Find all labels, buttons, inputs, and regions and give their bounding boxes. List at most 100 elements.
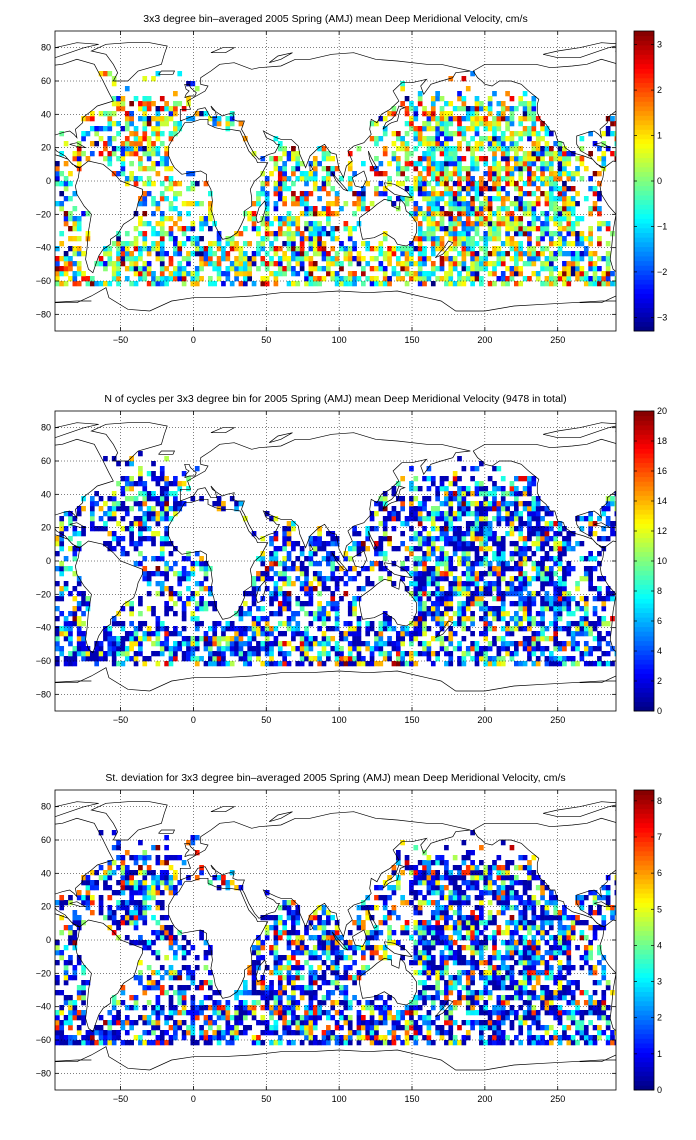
bin-cell — [321, 166, 327, 172]
bin-cell — [225, 626, 231, 632]
bin-cell — [579, 556, 585, 562]
bin-cell — [352, 271, 357, 277]
bin-cell — [55, 271, 60, 277]
bin-cell — [264, 226, 270, 232]
bin-cell — [601, 536, 607, 542]
bin-cell — [164, 481, 169, 487]
bin-cell — [299, 266, 305, 272]
bin-cell — [151, 211, 156, 217]
bin-cell — [496, 636, 502, 642]
bin-cell — [72, 261, 78, 267]
bin-cell — [155, 281, 161, 287]
bin-cell — [194, 86, 200, 92]
bin-cell — [129, 101, 134, 107]
bin-cell — [339, 241, 344, 247]
bin-cell — [186, 211, 191, 217]
bin-cell — [124, 266, 130, 272]
bin-cell — [457, 281, 462, 287]
bin-cell — [575, 661, 580, 667]
bin-cell — [487, 96, 493, 102]
bin-cell — [168, 596, 174, 602]
bin-cell — [277, 591, 283, 597]
bin-cell — [374, 631, 379, 637]
bin-cell — [492, 116, 497, 122]
bin-cell — [356, 641, 362, 647]
bin-cell — [439, 556, 445, 562]
bin-cell — [186, 556, 191, 562]
bin-cell — [317, 531, 322, 537]
bin-cell — [120, 526, 126, 532]
bin-cell — [326, 221, 331, 227]
bin-cell — [575, 251, 580, 257]
bin-cell — [492, 226, 497, 232]
bin-cell — [190, 201, 196, 207]
bin-cell — [426, 256, 432, 262]
bin-cell — [483, 611, 489, 617]
bin-cell — [426, 656, 432, 662]
bin-cell — [269, 601, 274, 607]
bin-cell — [570, 611, 576, 617]
bin-cell — [63, 621, 69, 627]
bin-cell — [496, 136, 502, 142]
bin-cell — [483, 501, 489, 507]
bin-cell — [334, 661, 340, 667]
bin-cell — [505, 491, 510, 497]
bin-cell — [588, 626, 593, 632]
coastline — [382, 485, 406, 510]
bin-cell — [522, 536, 528, 542]
bin-cell — [553, 141, 559, 147]
bin-cell — [518, 166, 524, 172]
bin-cell — [142, 111, 148, 117]
bin-cell — [417, 581, 423, 587]
bin-cell — [138, 491, 143, 497]
bin-cell — [321, 556, 327, 562]
bin-cell — [142, 521, 148, 527]
bin-cell — [238, 611, 244, 617]
bin-cell — [465, 531, 471, 537]
bin-cell — [234, 611, 239, 617]
bin-cell — [264, 631, 270, 637]
bin-cell — [111, 81, 117, 87]
coastline — [255, 580, 267, 604]
bin-cell — [457, 181, 462, 187]
bin-cell — [509, 271, 515, 277]
bin-cell — [444, 276, 449, 282]
bin-cell — [444, 556, 449, 562]
bin-cell — [151, 491, 156, 497]
bin-cell — [369, 651, 375, 657]
x-tick-label: 0 — [191, 715, 196, 725]
bin-cell — [299, 191, 305, 197]
bin-cell — [326, 611, 331, 617]
bin-cell — [548, 216, 554, 222]
bin-cell — [487, 111, 493, 117]
bin-cell — [55, 581, 60, 587]
bin-cell — [260, 281, 266, 287]
bin-cell — [527, 556, 532, 562]
bin-cell — [544, 166, 550, 172]
bin-cell — [260, 221, 266, 227]
bin-cell — [566, 171, 572, 177]
bin-cell — [570, 186, 576, 192]
bin-cell — [457, 236, 462, 242]
bin-cell — [531, 246, 537, 252]
bin-cell — [479, 511, 484, 517]
bin-cell — [352, 566, 357, 572]
bin-cell — [548, 566, 554, 572]
bin-cell — [592, 276, 598, 282]
bin-cell — [439, 511, 445, 517]
bin-cell — [282, 661, 287, 667]
bin-cell — [588, 186, 593, 192]
bin-cell — [514, 231, 519, 237]
bin-cell — [164, 166, 169, 172]
bin-cell — [400, 531, 406, 537]
bin-cell — [461, 651, 467, 657]
bin-cell — [597, 211, 602, 217]
bin-cell — [146, 591, 152, 597]
bin-cell — [500, 541, 506, 547]
bin-cell — [492, 506, 497, 512]
bin-cell — [194, 466, 200, 472]
bin-cell — [605, 641, 611, 647]
bin-cell — [496, 591, 502, 597]
bin-cell — [483, 496, 489, 502]
bin-cell — [544, 536, 550, 542]
